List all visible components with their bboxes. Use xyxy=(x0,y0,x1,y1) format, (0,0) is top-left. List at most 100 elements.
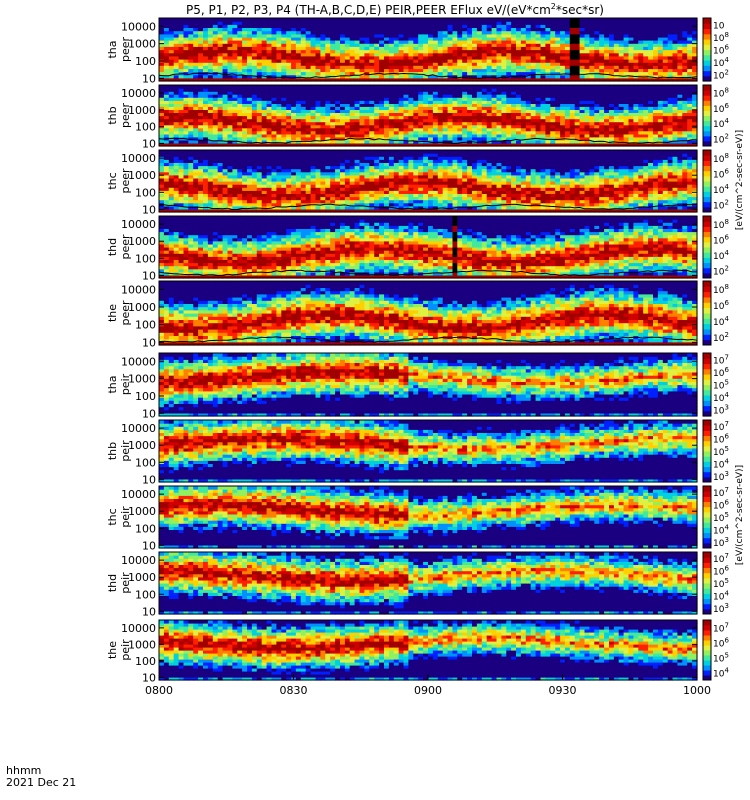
spectrogram-cell xyxy=(198,85,204,89)
spectrogram-cell xyxy=(360,94,366,98)
spectrogram-cell xyxy=(169,94,175,98)
spectrogram-cell xyxy=(374,131,380,135)
spectrogram-cell xyxy=(286,18,292,22)
spectrogram-cell xyxy=(448,85,454,89)
spectrogram-cell xyxy=(453,65,459,69)
spectrogram-cell xyxy=(286,85,292,89)
spectrogram-cell xyxy=(345,94,351,98)
title-main: P5, P1, P2, P3, P4 (TH-A,B,C,D,E) PEIR,P… xyxy=(186,3,551,17)
spectrogram-cell xyxy=(340,18,346,22)
figure-title: P5, P1, P2, P3, P4 (TH-A,B,C,D,E) PEIR,P… xyxy=(186,2,604,17)
spectrogram-cell xyxy=(423,131,429,135)
spectrogram-cell xyxy=(497,65,503,69)
spectrogram-cell xyxy=(589,18,595,22)
panel-stack: 10100100010000tha peer1021041061081010100… xyxy=(106,18,745,684)
spectrogram-cell xyxy=(511,65,516,69)
spectrogram-cell xyxy=(609,65,615,69)
spectrogram-cell xyxy=(364,131,370,135)
spectrogram-cell xyxy=(467,28,473,32)
spectrogram-cell xyxy=(575,94,581,98)
spectrogram-cell xyxy=(389,28,395,32)
spectrogram-cell xyxy=(589,131,595,135)
spectrogram-cell xyxy=(252,131,258,135)
spectrogram-cell xyxy=(379,28,385,32)
spectrogram-cell xyxy=(648,65,654,69)
spectrogram-cell xyxy=(487,18,493,22)
spectrogram-cell xyxy=(482,28,488,32)
spectrogram-cell xyxy=(682,85,688,89)
spectrogram-cell xyxy=(384,28,390,32)
spectrogram-cell xyxy=(497,85,503,89)
spectrogram-cell xyxy=(413,18,419,22)
spectrogram-cell xyxy=(311,85,317,89)
spectrogram-cell xyxy=(257,65,263,69)
spectrogram-cell xyxy=(594,28,600,32)
spectrogram-cell xyxy=(589,85,595,89)
spectrogram-cell xyxy=(477,18,483,22)
spectrogram-cell xyxy=(360,85,366,89)
spectrogram-cell xyxy=(193,28,199,32)
spectrogram-cell xyxy=(223,131,229,135)
spectrogram-cell xyxy=(433,18,439,22)
spectrogram-cell xyxy=(457,28,463,32)
spectrogram-cell xyxy=(340,28,346,32)
spectrogram-cell xyxy=(316,65,322,69)
spectrogram-cell xyxy=(462,131,468,135)
spectrogram-cell xyxy=(237,131,243,135)
colorbar-swatch xyxy=(703,34,711,40)
spectrogram-cell xyxy=(272,85,278,89)
spectrogram-cell xyxy=(682,131,688,135)
spectrogram-cell xyxy=(399,85,405,89)
spectrogram-cell xyxy=(188,18,194,22)
spectrogram-cell xyxy=(360,65,366,69)
colorbar-tick-label: 106 xyxy=(713,44,729,57)
spectrogram-cell xyxy=(404,18,410,22)
spectrogram-cell xyxy=(306,65,312,69)
spectrogram-cell xyxy=(306,94,312,98)
spectrogram-cell xyxy=(472,28,478,32)
spectrogram-cell xyxy=(428,85,434,89)
spectrogram-cell xyxy=(687,18,693,22)
spectrogram-cell xyxy=(262,18,268,22)
spectrogram-cell xyxy=(560,94,566,98)
panel-thb-peer: 10100100010000thb peer102104106108 xyxy=(106,85,729,150)
spectrogram-cell xyxy=(232,18,238,22)
spectrogram-cell xyxy=(360,131,366,135)
spectrogram-cell xyxy=(276,65,282,69)
spectrogram-cell xyxy=(355,85,361,89)
spectrogram-cell xyxy=(506,131,512,135)
spectrogram-cell xyxy=(325,94,331,98)
spectrogram-cell xyxy=(677,131,683,135)
spectrogram-cell xyxy=(624,28,630,32)
spectrogram-cell xyxy=(379,18,385,22)
spectrogram-cell xyxy=(276,131,282,135)
spectrogram-cell xyxy=(198,18,204,22)
spectrogram-cell xyxy=(281,94,287,98)
spectrogram-cell xyxy=(262,28,268,32)
spectrogram-cell xyxy=(350,28,356,32)
spectrogram-cell xyxy=(291,28,297,32)
spectrogram-cell xyxy=(619,85,625,89)
spectrogram-cell xyxy=(472,131,478,135)
spectrogram-cell xyxy=(619,28,625,32)
spectrogram-cell xyxy=(506,85,512,89)
spectrogram-cell xyxy=(487,131,493,135)
spectrogram-cell xyxy=(306,28,312,32)
spectrogram-cell xyxy=(663,94,669,98)
spectrogram-cell xyxy=(682,28,688,32)
spectrogram-cell xyxy=(443,18,449,22)
spectrogram-cell xyxy=(188,65,194,69)
spectrogram-cell xyxy=(364,85,370,89)
spectrogram-cell xyxy=(457,65,463,69)
spectrogram-cell xyxy=(232,65,238,69)
spectrogram-cell xyxy=(653,94,659,98)
spectrogram-cell xyxy=(448,18,454,22)
spectrogram-cell xyxy=(399,131,405,135)
y-tick-label: 1000 xyxy=(128,104,156,117)
spectrogram-cell xyxy=(550,85,556,89)
spectrogram-cell xyxy=(247,150,253,154)
spectrogram-cell xyxy=(487,85,493,89)
spectrogram-cell xyxy=(237,85,243,89)
spectrogram-cell xyxy=(555,28,561,32)
spectrogram-cell xyxy=(325,65,331,69)
